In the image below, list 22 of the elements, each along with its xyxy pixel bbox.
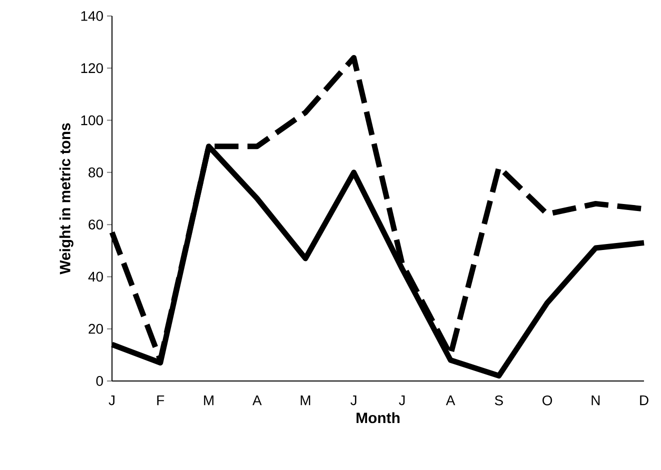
x-tick-label: J: [108, 395, 114, 406]
y-axis-title: Weight in metric tons: [59, 123, 74, 274]
y-tick-label: 20: [88, 324, 103, 334]
y-tick-label: 80: [88, 167, 103, 178]
x-tick-label: F: [157, 395, 164, 406]
y-tick-label: 120: [81, 63, 103, 74]
y-tick-label: 60: [88, 220, 103, 230]
y-tick-label: 100: [81, 115, 103, 126]
x-tick-label: O: [542, 395, 552, 406]
x-tick-label: J: [398, 395, 405, 406]
x-tick-label: A: [252, 395, 262, 406]
x-tick-label: N: [592, 395, 600, 406]
x-tick-label: M: [300, 395, 310, 406]
y-tick-label: 0: [96, 376, 103, 386]
x-tick-label: J: [350, 395, 356, 406]
x-axis-title: Month: [356, 412, 400, 424]
x-tick-label: A: [446, 395, 456, 406]
y-tick-label: 40: [88, 272, 103, 282]
x-tick-label: D: [640, 395, 648, 406]
y-tick-label: 140: [81, 11, 103, 21]
x-tick-label: M: [204, 395, 214, 406]
x-tick-label: S: [494, 395, 503, 406]
